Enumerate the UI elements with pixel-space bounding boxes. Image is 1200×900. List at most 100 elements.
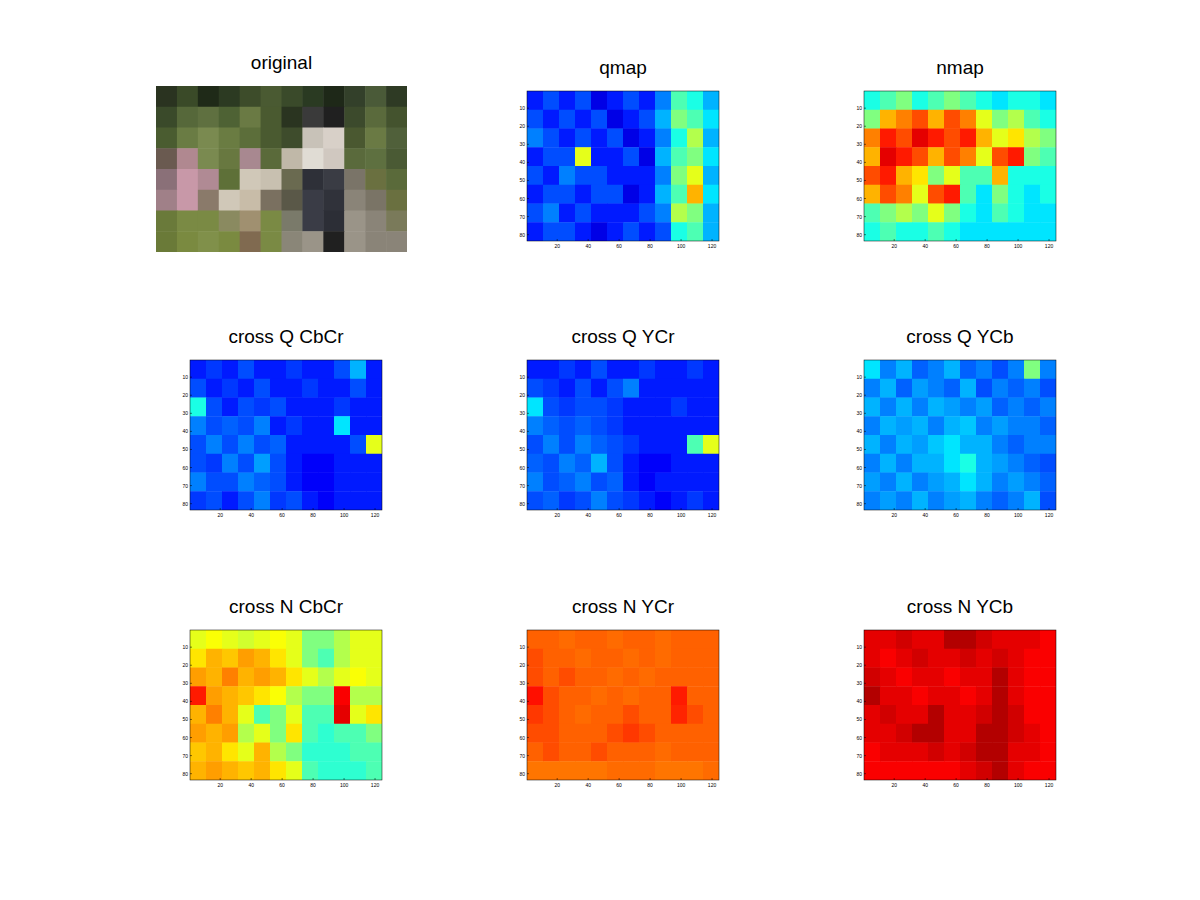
- heatmap-cell: [976, 686, 992, 705]
- y-tick: [527, 647, 529, 648]
- y-tick-label: 60: [856, 465, 862, 471]
- heatmap-cell: [206, 686, 222, 705]
- heatmap-cell: [912, 473, 928, 492]
- heatmap-cell: [703, 185, 719, 204]
- y-tick: [527, 144, 529, 145]
- y-tick-label: 50: [856, 177, 862, 183]
- heatmap-cell: [1008, 166, 1024, 185]
- heatmap-cell: [350, 416, 366, 435]
- heatmap-cell: [880, 398, 896, 417]
- y-tick: [864, 108, 866, 109]
- heatmap-cell: [687, 129, 703, 148]
- heatmap-cell: [543, 360, 559, 379]
- heatmap-cell: [607, 491, 623, 510]
- heatmap-cell: [655, 91, 671, 110]
- image-pixel: [365, 190, 386, 211]
- heatmap-cell: [206, 398, 222, 417]
- image-pixel: [282, 128, 303, 149]
- heatmap-cell: [671, 147, 687, 166]
- y-tick: [190, 413, 192, 414]
- x-tick-label: 20: [554, 512, 560, 518]
- heatmap-cell: [206, 379, 222, 398]
- heatmap-cell: [928, 705, 944, 724]
- heatmap-cell: [655, 724, 671, 743]
- y-tick: [527, 162, 529, 163]
- subplot-title: cross Q YCr: [571, 326, 675, 347]
- subplot: cross N YCb20406080100120102030405060708…: [856, 596, 1056, 788]
- heatmap-cell: [880, 705, 896, 724]
- heatmap-cell: [559, 743, 575, 762]
- heatmap-cell: [912, 761, 928, 780]
- heatmap-cell: [992, 360, 1008, 379]
- heatmap-cell: [543, 454, 559, 473]
- image-pixel: [261, 211, 282, 232]
- heatmap-cell: [591, 204, 607, 223]
- heatmap-cell: [270, 491, 286, 510]
- heatmap-cell: [687, 398, 703, 417]
- x-tick: [712, 508, 713, 510]
- image-pixel: [302, 211, 323, 232]
- heatmap-cell: [960, 416, 976, 435]
- heatmap-cell: [527, 91, 543, 110]
- heatmap-cell: [928, 379, 944, 398]
- heatmap-cell: [703, 204, 719, 223]
- x-tick: [1049, 508, 1050, 510]
- heatmap-cell: [334, 360, 350, 379]
- x-tick-label: 60: [953, 512, 959, 518]
- heatmap-cell: [976, 649, 992, 668]
- y-tick: [190, 647, 192, 648]
- heatmap-cell: [655, 686, 671, 705]
- heatmap-cell: [575, 435, 591, 454]
- heatmap-cell: [222, 705, 238, 724]
- y-tick-label: 80: [519, 771, 525, 777]
- x-tick-label: 120: [708, 243, 717, 249]
- heatmap-cell: [607, 668, 623, 687]
- heatmap-cell: [591, 705, 607, 724]
- heatmap-cell: [318, 454, 334, 473]
- heatmap-cell: [976, 454, 992, 473]
- y-tick-label: 40: [856, 159, 862, 165]
- heatmap-cell: [880, 668, 896, 687]
- y-tick-label: 50: [519, 177, 525, 183]
- heatmap-cell: [655, 743, 671, 762]
- heatmap-cell: [687, 686, 703, 705]
- image-pixel: [198, 190, 219, 211]
- x-tick-label: 100: [340, 512, 349, 518]
- x-tick: [588, 778, 589, 780]
- image-pixel: [282, 148, 303, 169]
- heatmap-cell: [912, 222, 928, 241]
- heatmap-cell: [607, 435, 623, 454]
- heatmap-cell: [912, 147, 928, 166]
- heatmap-cell: [543, 129, 559, 148]
- heatmap-cell: [944, 724, 960, 743]
- y-tick: [527, 467, 529, 468]
- heatmap-cell: [976, 705, 992, 724]
- x-tick: [712, 778, 713, 780]
- y-tick-label: 40: [519, 159, 525, 165]
- heatmap-cell: [190, 454, 206, 473]
- heatmap-cell: [238, 416, 254, 435]
- heatmap-cell: [639, 743, 655, 762]
- heatmap-cell: [992, 379, 1008, 398]
- heatmap-cell: [543, 649, 559, 668]
- heatmap-cell: [992, 630, 1008, 649]
- heatmap-cell: [238, 761, 254, 780]
- heatmap-cell: [206, 491, 222, 510]
- heatmap-cell: [639, 705, 655, 724]
- heatmap-cell: [607, 185, 623, 204]
- heatmap-cell: [366, 473, 382, 492]
- y-tick-label: 60: [519, 465, 525, 471]
- heatmap-cell: [1040, 473, 1056, 492]
- heatmap-cell: [1008, 724, 1024, 743]
- heatmap-cell: [976, 630, 992, 649]
- heatmap-cell: [639, 473, 655, 492]
- heatmap-cell: [928, 110, 944, 129]
- x-tick-label: 120: [1045, 243, 1054, 249]
- subplot-title: cross N YCr: [572, 596, 675, 617]
- x-tick-label: 60: [616, 512, 622, 518]
- heatmap-cell: [960, 435, 976, 454]
- heatmap-cell: [944, 435, 960, 454]
- heatmap-cell: [575, 686, 591, 705]
- heatmap-cell: [1024, 761, 1040, 780]
- x-tick-label: 120: [371, 512, 380, 518]
